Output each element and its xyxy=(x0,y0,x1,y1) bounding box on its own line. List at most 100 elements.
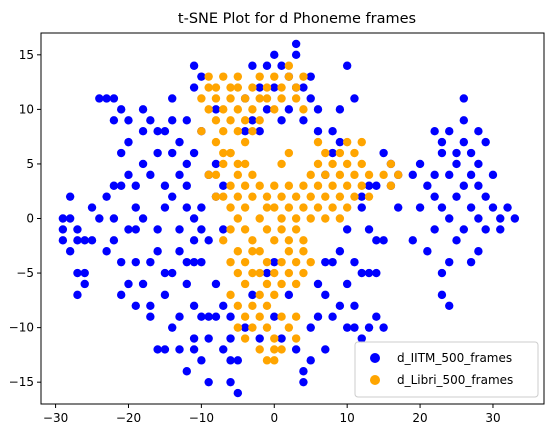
data-point xyxy=(226,377,235,387)
data-point xyxy=(95,214,104,223)
data-point xyxy=(350,323,359,332)
data-point xyxy=(255,94,264,103)
data-point xyxy=(342,181,352,190)
x-tick-label: 0 xyxy=(270,411,278,425)
data-point xyxy=(284,323,294,332)
data-point xyxy=(291,257,301,267)
data-point xyxy=(233,301,243,310)
data-point xyxy=(248,247,257,256)
data-point xyxy=(335,148,345,158)
data-point xyxy=(262,356,272,365)
data-point xyxy=(306,257,315,267)
data-point xyxy=(291,83,301,92)
data-point xyxy=(226,312,235,321)
data-point xyxy=(357,192,366,201)
data-point xyxy=(430,170,439,180)
data-point xyxy=(291,50,301,60)
data-point xyxy=(445,127,454,136)
data-point xyxy=(342,279,352,289)
plot-area xyxy=(40,32,545,405)
data-point xyxy=(233,214,243,223)
y-tick-label: −10 xyxy=(9,321,34,335)
data-point xyxy=(277,334,286,343)
data-point xyxy=(189,148,199,158)
data-point xyxy=(459,225,469,234)
data-point xyxy=(270,334,279,343)
data-point xyxy=(357,159,366,169)
data-point xyxy=(270,290,279,300)
data-point xyxy=(270,181,279,190)
data-point xyxy=(445,257,454,267)
data-point xyxy=(211,312,221,321)
data-point xyxy=(510,214,520,223)
data-point xyxy=(182,181,191,190)
data-point xyxy=(299,181,308,190)
data-point xyxy=(175,225,184,234)
data-point xyxy=(321,214,330,223)
y-tick-label: 0 xyxy=(26,212,34,226)
data-point xyxy=(146,170,155,180)
data-point xyxy=(248,105,257,114)
data-point xyxy=(168,323,177,332)
data-point xyxy=(219,225,228,234)
data-point xyxy=(80,279,89,289)
data-point xyxy=(226,181,235,190)
data-point xyxy=(466,257,476,267)
data-point xyxy=(73,268,82,278)
data-point xyxy=(153,247,162,256)
data-point xyxy=(394,203,403,212)
data-point xyxy=(321,345,330,354)
data-point xyxy=(335,214,345,223)
data-point xyxy=(437,290,447,300)
data-point xyxy=(189,301,199,310)
legend-label-libri: d_Libri_500_frames xyxy=(397,373,513,387)
data-point xyxy=(291,94,301,103)
data-point xyxy=(204,236,213,245)
data-point xyxy=(255,268,264,278)
data-point xyxy=(364,225,374,234)
data-point xyxy=(197,127,206,136)
data-point xyxy=(211,94,221,103)
data-point xyxy=(306,214,315,223)
data-point xyxy=(233,192,243,201)
data-point xyxy=(459,181,469,190)
data-point xyxy=(233,170,243,180)
data-point xyxy=(408,236,417,245)
data-point xyxy=(262,323,272,332)
data-point xyxy=(262,61,272,70)
data-point xyxy=(270,50,279,60)
data-point xyxy=(146,116,155,125)
data-point xyxy=(131,181,140,190)
data-point xyxy=(204,312,213,321)
data-point xyxy=(65,192,75,201)
data-point xyxy=(109,236,119,245)
data-point xyxy=(277,159,286,169)
data-point xyxy=(328,148,337,158)
data-point xyxy=(277,345,286,354)
y-tick-label: −15 xyxy=(9,375,34,389)
data-point xyxy=(233,127,243,136)
data-point xyxy=(248,116,257,125)
data-point xyxy=(437,148,447,158)
data-point xyxy=(452,192,461,201)
series-layer xyxy=(58,39,520,398)
data-point xyxy=(277,257,286,267)
chart-title: t-SNE Plot for d Phoneme frames xyxy=(178,11,416,27)
data-point xyxy=(342,323,352,332)
data-point xyxy=(87,236,97,245)
data-point xyxy=(197,312,206,321)
data-point xyxy=(204,377,213,387)
data-point xyxy=(116,290,126,300)
data-point xyxy=(335,170,345,180)
data-point xyxy=(423,181,432,190)
data-point xyxy=(211,159,221,169)
data-point xyxy=(430,192,439,201)
data-point xyxy=(262,83,272,92)
data-point xyxy=(270,312,279,321)
data-point xyxy=(277,225,286,234)
data-point xyxy=(474,214,483,223)
data-point xyxy=(146,257,155,267)
data-point xyxy=(160,181,170,190)
data-point xyxy=(80,268,89,278)
x-tick-label: −10 xyxy=(189,411,214,425)
